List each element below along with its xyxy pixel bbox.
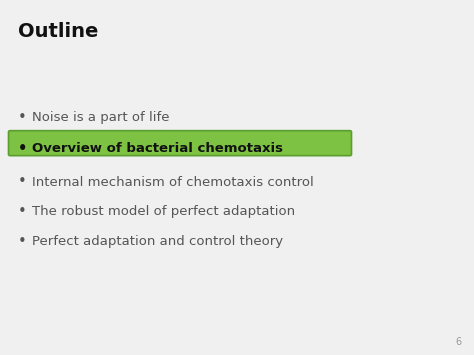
Text: •: • bbox=[18, 141, 27, 155]
Text: 6: 6 bbox=[456, 337, 462, 347]
Text: •: • bbox=[18, 175, 27, 190]
Text: Noise is a part of life: Noise is a part of life bbox=[32, 111, 170, 125]
Text: Overview of bacterial chemotaxis: Overview of bacterial chemotaxis bbox=[32, 142, 283, 154]
Text: The robust model of perfect adaptation: The robust model of perfect adaptation bbox=[32, 206, 295, 218]
Text: •: • bbox=[18, 204, 27, 219]
Text: Outline: Outline bbox=[18, 22, 99, 41]
Text: •: • bbox=[18, 235, 27, 250]
Text: Perfect adaptation and control theory: Perfect adaptation and control theory bbox=[32, 235, 283, 248]
FancyBboxPatch shape bbox=[9, 131, 352, 155]
Text: Internal mechanism of chemotaxis control: Internal mechanism of chemotaxis control bbox=[32, 175, 314, 189]
Text: •: • bbox=[18, 110, 27, 126]
